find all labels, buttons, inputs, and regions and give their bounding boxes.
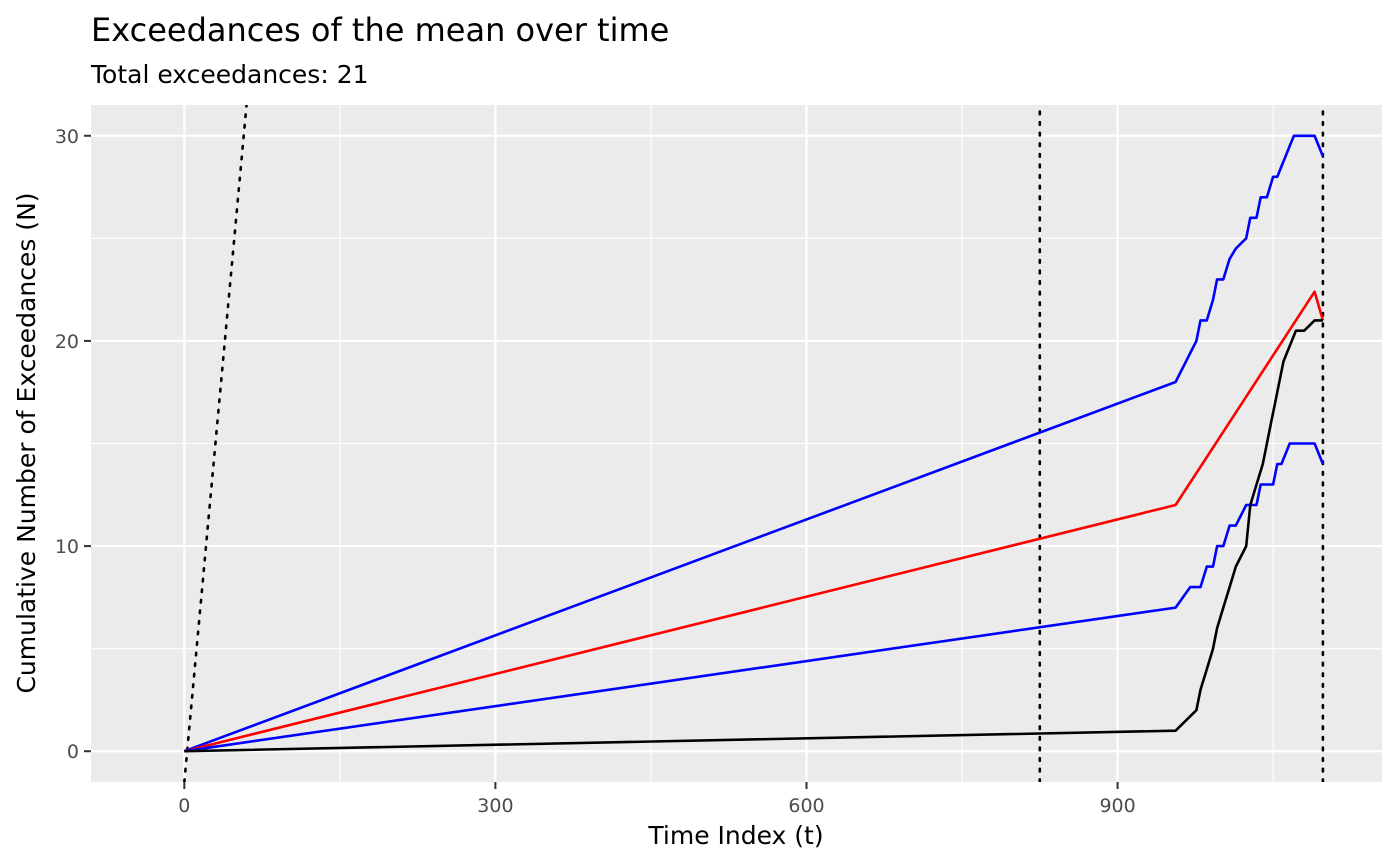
series-line-1 [183,134,1325,753]
y-tick-label: 20 [55,331,79,353]
chart-subtitle: Total exceedances: 21 [90,60,369,89]
chart-title: Exceedances of the mean over time [91,11,669,49]
y-tick-label: 10 [55,536,79,558]
series-layer [183,134,1325,753]
series-line-2 [183,290,1325,753]
series-line-4 [184,319,1323,753]
x-axis-title: Time Index (t) [647,821,823,850]
x-tick-label: 600 [788,795,824,817]
y-tick-label: 0 [67,741,79,763]
x-tick-label: 0 [178,795,190,817]
y-axis-ticks: 0 10 20 30 [55,126,91,763]
minor-gridlines [91,105,1382,782]
major-gridlines [91,105,1382,782]
x-axis-ticks: 0 300 600 900 [178,782,1136,817]
x-tick-label: 900 [1099,795,1135,817]
reference-line-1 [183,105,248,782]
series-line-3 [184,442,1325,753]
reference-lines [183,105,1325,782]
y-tick-label: 30 [55,126,79,148]
x-tick-label: 300 [477,795,513,817]
y-axis-title: Cumulative Number of Exceedances (N) [12,192,41,693]
